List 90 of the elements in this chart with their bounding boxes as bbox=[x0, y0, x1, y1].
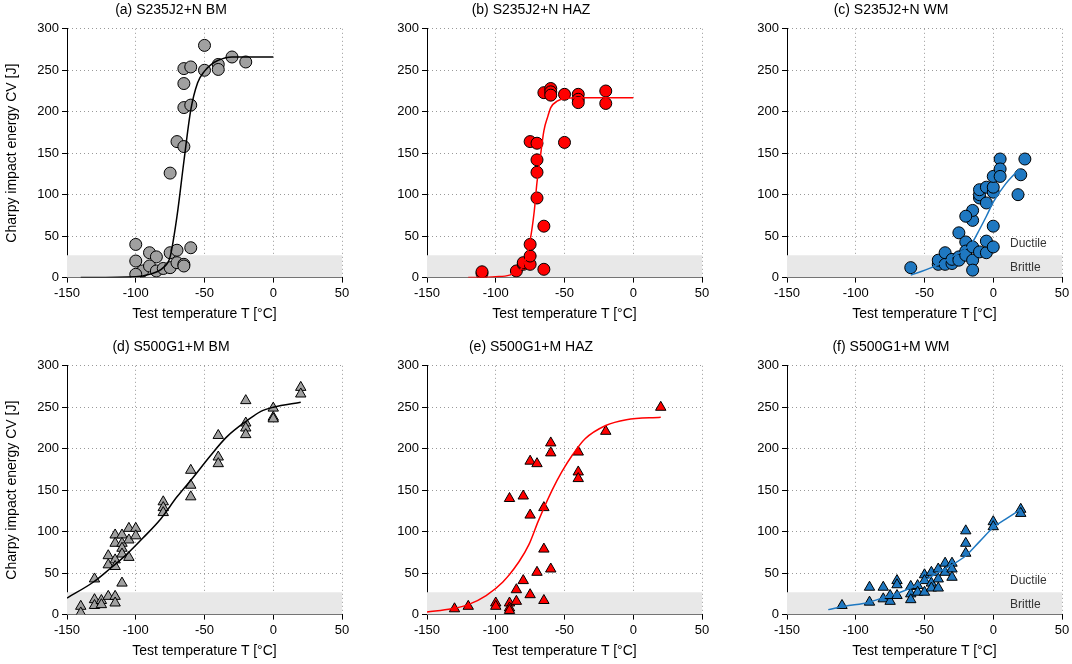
chart-title: (d) S500G1+M BM bbox=[112, 338, 230, 355]
x-tick-label: -150 bbox=[413, 621, 441, 637]
x-tick-label: -50 bbox=[915, 284, 934, 300]
y-tick-label: 50 bbox=[44, 227, 59, 243]
y-tick-label: 100 bbox=[757, 186, 779, 202]
y-tick-label: 150 bbox=[397, 144, 419, 160]
y-tick-label: 0 bbox=[771, 606, 779, 622]
x-tick-label: -150 bbox=[773, 621, 801, 637]
y-tick-label: 50 bbox=[44, 564, 59, 580]
x-tick-label: 0 bbox=[989, 621, 997, 637]
x-tick-label: 50 bbox=[694, 284, 710, 300]
annotation: Brittle bbox=[1010, 259, 1041, 274]
y-axis-title: Charpy impact energy CV [J] bbox=[3, 400, 20, 580]
y-tick-label: 300 bbox=[757, 357, 779, 373]
x-tick-label: -150 bbox=[53, 284, 81, 300]
annotation: Brittle bbox=[1010, 596, 1041, 611]
y-tick-label: 250 bbox=[757, 61, 779, 77]
x-tick-label: -100 bbox=[842, 621, 869, 637]
y-tick-label: 200 bbox=[397, 103, 419, 119]
y-tick-label: 100 bbox=[757, 523, 779, 539]
y-tick-label: 150 bbox=[397, 481, 419, 497]
y-tick-label: 150 bbox=[757, 481, 779, 497]
x-tick-label: -100 bbox=[482, 284, 509, 300]
x-tick-label: -100 bbox=[842, 284, 869, 300]
x-axis-title: Test temperature T [°C] bbox=[852, 642, 997, 659]
annotation: Ductile bbox=[1010, 235, 1048, 250]
chart-title: (e) S500G1+M HAZ bbox=[468, 338, 594, 355]
x-tick-label: -50 bbox=[915, 621, 934, 637]
y-tick-label: 250 bbox=[757, 398, 779, 414]
y-tick-label: 250 bbox=[397, 61, 419, 77]
y-tick-label: 0 bbox=[51, 606, 59, 622]
chart-title: (a) S235J2+N BM bbox=[115, 1, 227, 18]
x-axis-title: Test temperature T [°C] bbox=[132, 642, 277, 659]
annotation: Ductile bbox=[1010, 572, 1048, 587]
y-tick-label: 100 bbox=[37, 523, 59, 539]
y-tick-label: 100 bbox=[397, 523, 419, 539]
x-tick-label: 0 bbox=[269, 621, 277, 637]
chart-title: (c) S235J2+N WM bbox=[833, 1, 949, 18]
x-tick-label: 0 bbox=[629, 284, 637, 300]
y-tick-label: 100 bbox=[397, 186, 419, 202]
x-tick-label: -50 bbox=[195, 284, 214, 300]
y-tick-label: 200 bbox=[397, 440, 419, 456]
x-tick-label: -150 bbox=[413, 284, 441, 300]
x-tick-label: 0 bbox=[989, 284, 997, 300]
x-tick-label: 50 bbox=[334, 284, 350, 300]
x-tick-label: 0 bbox=[629, 621, 637, 637]
y-tick-label: 200 bbox=[37, 103, 59, 119]
y-tick-label: 0 bbox=[771, 269, 779, 285]
x-tick-label: 50 bbox=[334, 621, 350, 637]
x-axis-title: Test temperature T [°C] bbox=[852, 305, 997, 322]
y-tick-label: 250 bbox=[37, 398, 59, 414]
x-tick-label: 50 bbox=[1054, 284, 1070, 300]
y-tick-label: 150 bbox=[37, 144, 59, 160]
x-axis-title: Test temperature T [°C] bbox=[132, 305, 277, 322]
chart-title: (b) S235J2+N HAZ bbox=[471, 1, 591, 18]
y-tick-label: 300 bbox=[397, 357, 419, 373]
x-tick-label: -150 bbox=[773, 284, 801, 300]
y-tick-label: 150 bbox=[757, 144, 779, 160]
y-tick-label: 150 bbox=[37, 481, 59, 497]
x-tick-label: -50 bbox=[195, 621, 214, 637]
y-tick-label: 50 bbox=[404, 564, 419, 580]
x-tick-label: -100 bbox=[122, 284, 149, 300]
x-axis-title: Test temperature T [°C] bbox=[492, 305, 637, 322]
x-tick-label: -150 bbox=[53, 621, 81, 637]
chart-title: (f) S500G1+M WM bbox=[832, 338, 950, 355]
y-tick-label: 300 bbox=[37, 20, 59, 36]
y-tick-label: 200 bbox=[757, 440, 779, 456]
y-tick-label: 0 bbox=[51, 269, 59, 285]
y-tick-label: 300 bbox=[37, 357, 59, 373]
x-tick-label: 50 bbox=[1054, 621, 1070, 637]
x-tick-label: -100 bbox=[122, 621, 149, 637]
x-axis-title: Test temperature T [°C] bbox=[492, 642, 637, 659]
y-tick-label: 50 bbox=[764, 564, 779, 580]
y-tick-label: 100 bbox=[37, 186, 59, 202]
y-tick-label: 250 bbox=[397, 398, 419, 414]
y-tick-label: 200 bbox=[757, 103, 779, 119]
x-tick-label: -50 bbox=[555, 621, 574, 637]
y-tick-label: 300 bbox=[397, 20, 419, 36]
y-tick-label: 200 bbox=[37, 440, 59, 456]
x-tick-label: -50 bbox=[555, 284, 574, 300]
x-tick-label: 0 bbox=[269, 284, 277, 300]
y-tick-label: 250 bbox=[37, 61, 59, 77]
y-tick-label: 50 bbox=[764, 227, 779, 243]
y-tick-label: 0 bbox=[411, 606, 419, 622]
y-tick-label: 300 bbox=[757, 20, 779, 36]
y-tick-label: 50 bbox=[404, 227, 419, 243]
x-tick-label: 50 bbox=[694, 621, 710, 637]
x-tick-label: -100 bbox=[482, 621, 509, 637]
y-axis-title: Charpy impact energy CV [J] bbox=[3, 63, 20, 243]
y-tick-label: 0 bbox=[411, 269, 419, 285]
